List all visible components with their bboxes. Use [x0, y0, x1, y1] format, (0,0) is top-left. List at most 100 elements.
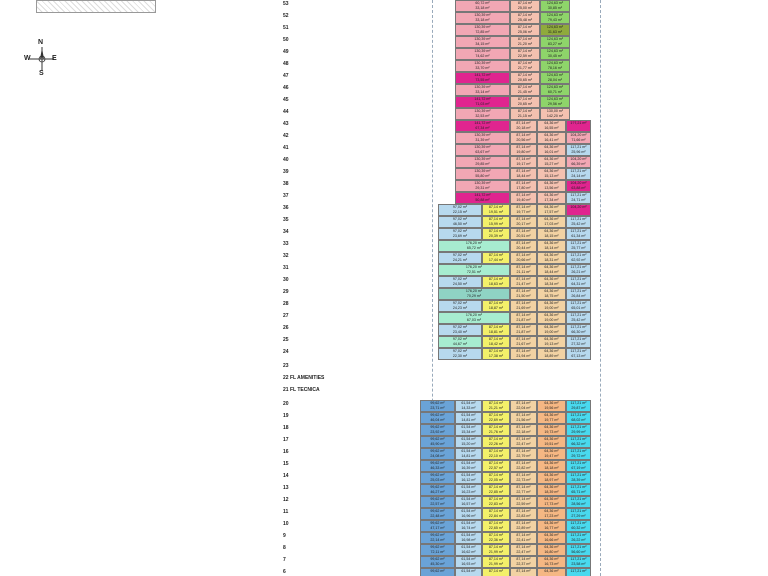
unit-terrace: 56,60 m²: [571, 550, 586, 554]
unit-area: 87,14 m²: [516, 157, 531, 161]
unit-area: 130,39 m²: [474, 133, 491, 137]
unit-terrace: 19,13 m²: [544, 342, 559, 346]
unit-terrace: 22,15 m²: [452, 210, 468, 214]
unit-terrace: 21,45 m²: [517, 90, 533, 94]
unit-terrace: 28,04 m²: [547, 78, 563, 82]
unit-area: 87,14 m²: [488, 425, 504, 429]
floor-number: 6: [283, 569, 286, 575]
unit-cell: 117,21 m² 24,71 m²: [566, 192, 591, 204]
unit-area: 87,14 m²: [488, 533, 504, 537]
unit-area: 64,36 m²: [544, 401, 559, 405]
unit-cell: 64,36 m² 18,15 m²: [537, 228, 566, 240]
floor-number: 28: [283, 301, 289, 307]
unit-cell: 99,62 m² 22,14 m²: [420, 532, 455, 544]
unit-terrace: 65,71 m²: [571, 490, 586, 494]
unit-area: 130,39 m²: [474, 49, 491, 53]
unit-terrace: 30,85 m²: [547, 6, 563, 10]
unit-cell: 99,62 m² 22,57 m²: [420, 496, 455, 508]
unit-terrace: 30,45 m²: [547, 54, 563, 58]
floor-number: 12: [283, 497, 289, 503]
unit-cell: 117,21 m² 26,21 m²: [566, 264, 591, 276]
unit-area: 87,14 m²: [516, 545, 531, 549]
unit-terrace: 79,43 m²: [547, 18, 563, 22]
unit-terrace: 22,47 m²: [516, 550, 531, 554]
unit-area: 61,54 m²: [461, 569, 476, 573]
unit-cell: 64,36 m² 19,13 m²: [537, 336, 566, 348]
unit-terrace: 25,48 m²: [517, 18, 533, 22]
compass-icon: [30, 47, 54, 71]
unit-terrace: 20,66 m²: [516, 258, 531, 262]
unit-terrace: 47,17 m²: [430, 526, 445, 530]
unit-area: 61,54 m²: [461, 401, 476, 405]
unit-cell: 124,63 m² 30,85 m²: [540, 0, 570, 12]
unit-cell: 87,14 m² 21,45 m²: [510, 84, 540, 96]
unit-area: 176,20 m²: [465, 241, 483, 245]
unit-area: 87,14 m²: [516, 325, 531, 329]
unit-cell: 61,54 m² 15,20 m²: [455, 436, 482, 448]
unit-terrace: 25,77 m²: [571, 246, 586, 250]
unit-area: 117,21 m²: [570, 289, 587, 293]
unit-area: 87,14 m²: [516, 241, 531, 245]
unit-cell: 117,21 m² 62,92 m²: [566, 252, 591, 264]
unit-terrace: 18,15 m²: [544, 234, 559, 238]
unit-area: 87,14 m²: [516, 401, 531, 405]
unit-cell: 87,14 m² 22,69 m²: [482, 412, 510, 424]
unit-cell: 61,54 m²: [455, 568, 482, 576]
unit-terrace: 19,56 m²: [544, 406, 559, 410]
unit-terrace: 24,71 m²: [571, 198, 586, 202]
unit-area: 130,39 m²: [474, 61, 491, 65]
unit-cell: 87,14 m² 17,80 m²: [510, 180, 537, 192]
unit-cell: 130,39 m² 31,39 m²: [455, 132, 510, 144]
unit-cell: 64,36 m² 13,56 m²: [537, 180, 566, 192]
unit-cell: 117,21 m² 68,02 m²: [566, 412, 591, 424]
unit-cell: 104,20 m² 71,66 m²: [566, 132, 591, 144]
floor-number: 15: [283, 461, 289, 467]
unit-area: 117,21 m²: [570, 497, 587, 501]
unit-cell: 87,14 m² 22,05 m²: [482, 472, 510, 484]
unit-cell: 117,21 m² 25,77 m²: [566, 240, 591, 252]
floor-number: 43: [283, 121, 289, 127]
unit-cell: 117,21 m² 28,39 m²: [566, 472, 591, 484]
unit-area: 141,72 m²: [474, 97, 491, 101]
unit-cell: 117,21 m² 24,14 m²: [566, 168, 591, 180]
unit-area: 64,36 m²: [544, 289, 559, 293]
unit-area: 87,14 m²: [517, 37, 533, 41]
unit-area: 99,62 m²: [430, 425, 445, 429]
unit-cell: 87,14 m² 21,94 m²: [510, 348, 537, 360]
unit-area: 130,00 m²: [546, 109, 564, 113]
unit-terrace: 28,39 m²: [571, 478, 586, 482]
unit-area: 97,02 m²: [452, 277, 468, 281]
unit-cell: 87,14 m² 20,65 m²: [510, 96, 540, 108]
unit-area: 97,02 m²: [452, 229, 468, 233]
unit-area: 117,21 m²: [570, 229, 587, 233]
compass-south: S: [39, 70, 44, 77]
unit-area: 87,14 m²: [516, 145, 531, 149]
unit-area: 99,62 m²: [430, 449, 445, 453]
unit-terrace: 63,88 m²: [571, 186, 586, 190]
unit-area: 64,36 m²: [544, 193, 559, 197]
unit-terrace: 21,11 m²: [516, 270, 531, 274]
unit-area: 87,14 m²: [516, 485, 531, 489]
floor-number: 37: [283, 193, 289, 199]
unit-area: 99,62 m²: [430, 533, 445, 537]
unit-terrace: 18,34 m²: [544, 282, 559, 286]
unit-terrace: 18,97 m²: [544, 478, 559, 482]
unit-cell: 64,36 m² 17,57 m²: [537, 204, 566, 216]
unit-cell: 87,14 m² 22,65 m²: [482, 520, 510, 532]
unit-area: 87,14 m²: [517, 25, 533, 29]
unit-cell: 64,36 m² 19,00 m²: [537, 300, 566, 312]
unit-area: 99,62 m²: [430, 401, 445, 405]
unit-terrace: 21,99 m²: [488, 550, 504, 554]
unit-cell: 61,54 m² 16,23 m²: [455, 484, 482, 496]
unit-terrace: 23,92 m²: [430, 430, 445, 434]
floor-number: 40: [283, 157, 289, 163]
unit-area: 64,36 m²: [544, 313, 559, 317]
unit-area: 64,36 m²: [544, 133, 559, 137]
unit-terrace: 22,83 m²: [488, 502, 504, 506]
unit-cell: 87,14 m² 20,44 m²: [510, 240, 537, 252]
unit-terrace: 22,85 m²: [488, 490, 504, 494]
unit-cell: 99,62 m² 72,11 m²: [420, 544, 455, 556]
unit-cell: 87,14 m² 18,87 m²: [482, 300, 510, 312]
unit-cell: 87,14 m² 22,83 m²: [510, 508, 537, 520]
unit-terrace: 22,18 m²: [516, 430, 531, 434]
